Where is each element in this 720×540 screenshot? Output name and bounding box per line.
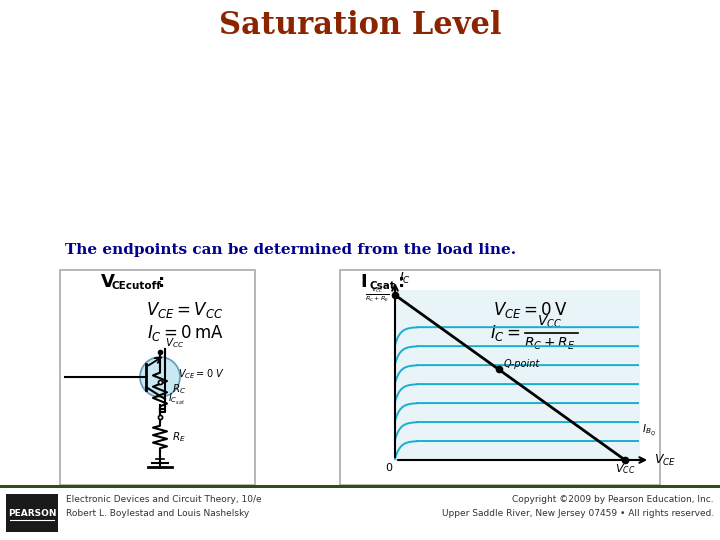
Bar: [340, 270, 660, 485]
Text: $I_C$: $I_C$: [399, 271, 411, 286]
Text: :: :: [158, 273, 165, 291]
Text: $V_{CE} = 0\,\mathrm{V}$: $V_{CE} = 0\,\mathrm{V}$: [493, 300, 567, 320]
Text: $I_C = 0\,\mathrm{mA}$: $I_C = 0\,\mathrm{mA}$: [147, 323, 223, 343]
Text: Saturation Level: Saturation Level: [219, 10, 501, 40]
Text: Upper Saddle River, New Jersey 07459 • All rights reserved.: Upper Saddle River, New Jersey 07459 • A…: [442, 510, 714, 518]
Circle shape: [140, 357, 180, 397]
Text: $R_E$: $R_E$: [172, 430, 186, 444]
Text: $I_{C_{sat}}$: $I_{C_{sat}}$: [168, 392, 185, 407]
Bar: [6, 494, 58, 532]
Text: :: :: [398, 273, 405, 291]
Text: $V_{CC}$: $V_{CC}$: [537, 314, 562, 330]
Text: $I_C =$: $I_C =$: [490, 323, 521, 343]
Text: $\mathbf{I}$: $\mathbf{I}$: [360, 273, 367, 291]
Text: $\mathbf{V}$: $\mathbf{V}$: [100, 273, 116, 291]
Text: $V_{CC}$: $V_{CC}$: [165, 336, 184, 350]
Text: $V_{CE} = V_{CC}$: $V_{CE} = V_{CC}$: [146, 300, 224, 320]
Text: CEcutoff: CEcutoff: [112, 281, 162, 291]
Text: Csat: Csat: [370, 281, 396, 291]
Text: $I_{B_Q}$: $I_{B_Q}$: [642, 422, 656, 438]
Text: Q-point: Q-point: [503, 359, 540, 369]
Text: PEARSON: PEARSON: [8, 509, 56, 517]
Text: $R_C$: $R_C$: [172, 383, 186, 396]
Text: Electronic Devices and Circuit Theory, 10/e: Electronic Devices and Circuit Theory, 1…: [66, 496, 261, 504]
Text: $R_C + R_E$: $R_C + R_E$: [524, 336, 576, 352]
Text: $V_{CC}$: $V_{CC}$: [615, 462, 635, 476]
Text: $\frac{V_{CC}}{R_C+R_E}$: $\frac{V_{CC}}{R_C+R_E}$: [365, 286, 390, 305]
Text: Copyright ©2009 by Pearson Education, Inc.: Copyright ©2009 by Pearson Education, In…: [513, 496, 714, 504]
Text: $V_{CE}=0\ V$: $V_{CE}=0\ V$: [178, 367, 225, 381]
Text: $V_{CE}$: $V_{CE}$: [654, 453, 676, 468]
Text: The endpoints can be determined from the load line.: The endpoints can be determined from the…: [65, 243, 516, 257]
Text: Robert L. Boylestad and Louis Nashelsky: Robert L. Boylestad and Louis Nashelsky: [66, 510, 249, 518]
Text: 0: 0: [385, 463, 392, 473]
Bar: [0, 485, 720, 488]
Bar: [395, 290, 640, 460]
Bar: [60, 270, 255, 485]
